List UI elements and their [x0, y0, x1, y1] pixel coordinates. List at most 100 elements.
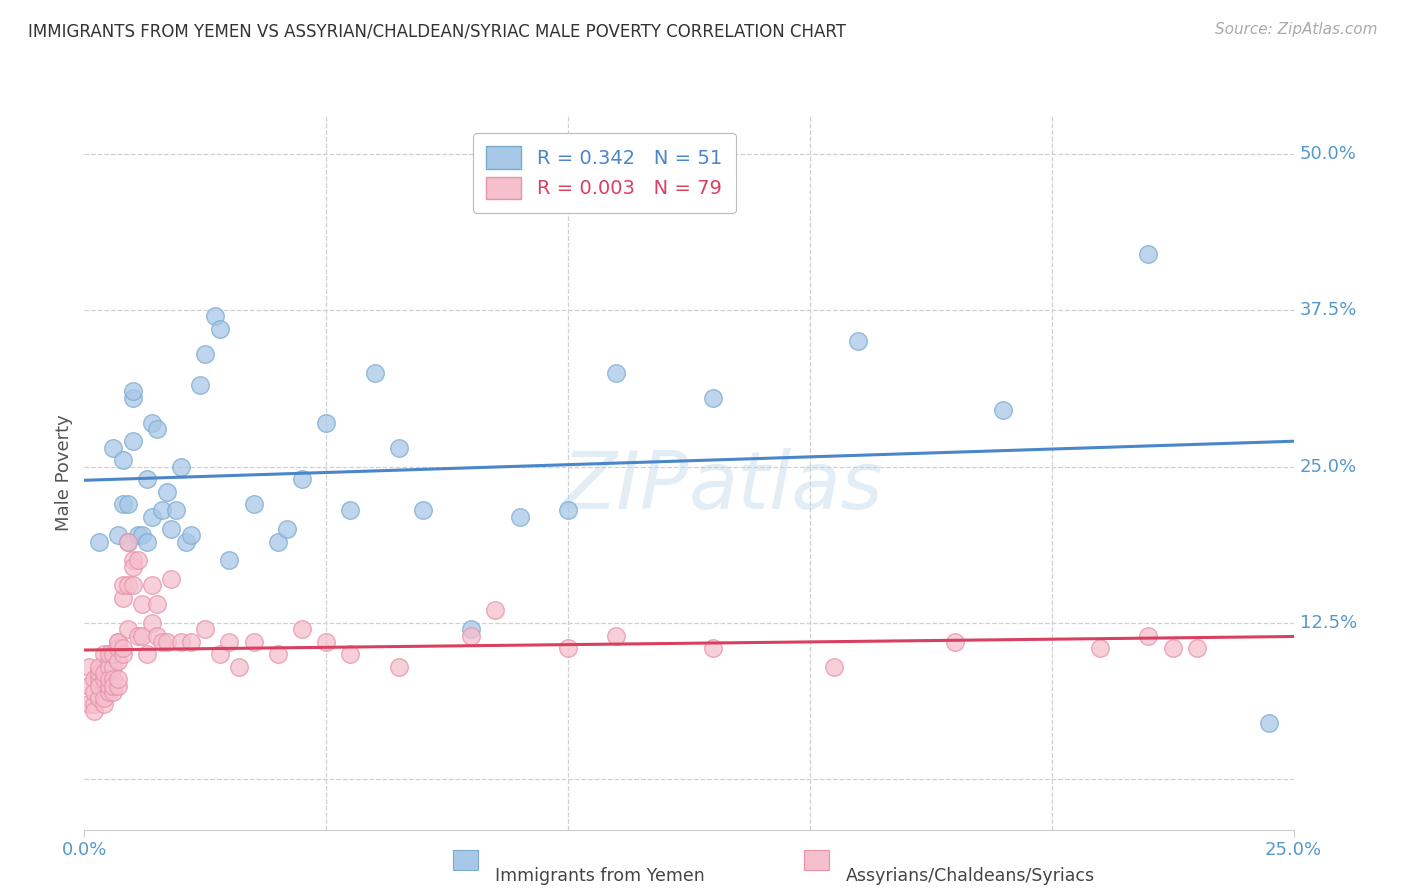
- Point: [87, 673, 110, 687]
- Point: [103, 673, 125, 687]
- Point: [103, 685, 125, 699]
- Point: [267, 534, 290, 549]
- Point: [121, 553, 143, 567]
- Point: [103, 648, 125, 662]
- Point: [93, 673, 115, 687]
- Point: [460, 622, 482, 636]
- Point: [127, 528, 149, 542]
- Text: 12.5%: 12.5%: [1299, 614, 1357, 632]
- Point: [112, 453, 135, 467]
- Text: 37.5%: 37.5%: [1299, 301, 1357, 319]
- Point: [165, 503, 187, 517]
- Point: [107, 673, 129, 687]
- Point: [112, 648, 135, 662]
- Point: [107, 679, 129, 693]
- Point: [180, 634, 202, 648]
- Point: [1137, 246, 1160, 260]
- Point: [141, 509, 163, 524]
- Point: [83, 698, 105, 712]
- Point: [155, 634, 177, 648]
- Point: [103, 679, 125, 693]
- Point: [97, 654, 120, 668]
- Point: [131, 528, 153, 542]
- Point: [150, 634, 173, 648]
- Point: [121, 434, 143, 449]
- Point: [97, 660, 120, 674]
- Point: [276, 522, 298, 536]
- Point: [823, 660, 845, 674]
- Point: [194, 622, 217, 636]
- Point: [93, 666, 115, 681]
- Point: [121, 559, 143, 574]
- Point: [846, 334, 869, 349]
- Point: [557, 640, 579, 655]
- Point: [77, 679, 100, 693]
- Point: [121, 578, 143, 592]
- Legend: R = 0.342   N = 51, R = 0.003   N = 79: R = 0.342 N = 51, R = 0.003 N = 79: [472, 133, 735, 212]
- Point: [77, 698, 100, 712]
- Point: [83, 673, 105, 687]
- Point: [291, 622, 314, 636]
- Point: [460, 628, 482, 642]
- Point: [557, 503, 579, 517]
- Point: [702, 391, 724, 405]
- Point: [87, 679, 110, 693]
- Text: Source: ZipAtlas.com: Source: ZipAtlas.com: [1215, 22, 1378, 37]
- Point: [107, 640, 129, 655]
- Point: [228, 660, 250, 674]
- Point: [83, 704, 105, 718]
- Point: [146, 422, 169, 436]
- Point: [136, 472, 159, 486]
- Point: [87, 691, 110, 706]
- Point: [484, 603, 506, 617]
- Point: [97, 679, 120, 693]
- Point: [1137, 628, 1160, 642]
- Point: [339, 648, 361, 662]
- Point: [208, 648, 231, 662]
- Point: [339, 503, 361, 517]
- Point: [204, 310, 226, 324]
- Point: [702, 640, 724, 655]
- Point: [388, 441, 411, 455]
- Point: [1258, 716, 1281, 731]
- Point: [146, 597, 169, 611]
- Point: [97, 648, 120, 662]
- Point: [117, 622, 139, 636]
- Point: [267, 648, 290, 662]
- Point: [97, 673, 120, 687]
- Point: [315, 416, 337, 430]
- Point: [112, 640, 135, 655]
- Point: [131, 597, 153, 611]
- Point: [127, 628, 149, 642]
- Point: [77, 660, 100, 674]
- Point: [141, 578, 163, 592]
- Point: [160, 522, 183, 536]
- Point: [170, 459, 193, 474]
- Point: [103, 441, 125, 455]
- Point: [155, 484, 177, 499]
- Point: [112, 578, 135, 592]
- Point: [605, 628, 627, 642]
- Point: [127, 553, 149, 567]
- Text: IMMIGRANTS FROM YEMEN VS ASSYRIAN/CHALDEAN/SYRIAC MALE POVERTY CORRELATION CHART: IMMIGRANTS FROM YEMEN VS ASSYRIAN/CHALDE…: [28, 22, 846, 40]
- Point: [170, 634, 193, 648]
- Point: [117, 534, 139, 549]
- Point: [93, 698, 115, 712]
- Point: [97, 685, 120, 699]
- Point: [121, 391, 143, 405]
- Point: [605, 366, 627, 380]
- Point: [131, 628, 153, 642]
- Point: [107, 528, 129, 542]
- Text: 25.0%: 25.0%: [1299, 458, 1357, 475]
- Point: [218, 634, 240, 648]
- Point: [242, 497, 264, 511]
- Point: [291, 472, 314, 486]
- Text: Immigrants from Yemen: Immigrants from Yemen: [495, 867, 706, 885]
- Point: [87, 666, 110, 681]
- Point: [315, 634, 337, 648]
- Point: [107, 634, 129, 648]
- Point: [117, 497, 139, 511]
- Point: [190, 378, 212, 392]
- Point: [363, 366, 385, 380]
- Text: 50.0%: 50.0%: [1299, 145, 1357, 162]
